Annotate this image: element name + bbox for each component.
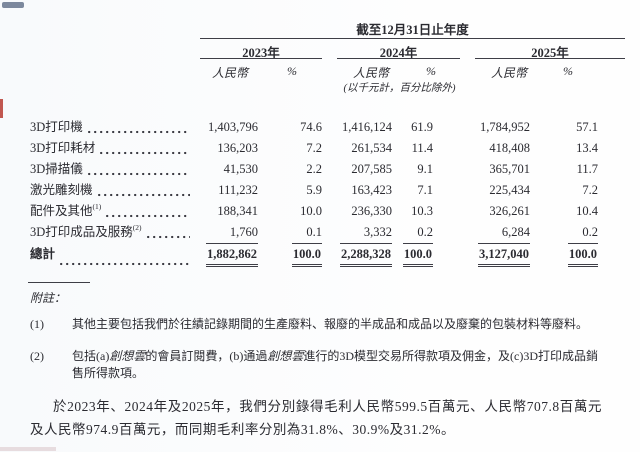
- table-row: 3D打印耗材 136,203 7.2 261,534 11.4 418,408 …: [0, 137, 640, 158]
- unit-note: (以千元計，百分比除外): [343, 83, 456, 94]
- row-label: 3D打印成品及服務(2): [30, 223, 142, 239]
- subheader-2025: 人民幣 %: [475, 64, 625, 81]
- cell-2023-percent: 74.6: [300, 120, 322, 134]
- year-2024-header: 2024年: [379, 46, 418, 60]
- row-label: 激光雕刻機: [30, 183, 93, 197]
- cell-2023-amount: 41,530: [223, 162, 258, 176]
- currency-label: 人民幣: [353, 66, 390, 80]
- cell-2024-amount: 1,416,124: [342, 120, 392, 134]
- cell-2023-percent: 7.2: [306, 141, 322, 155]
- dot-leader: [146, 235, 190, 239]
- notes-title: 附註：: [30, 291, 67, 305]
- notes-separator-rule: [28, 282, 90, 283]
- dot-leader: [60, 262, 190, 266]
- cell-2023-percent: 0.1: [306, 225, 322, 239]
- cell-2025-percent: 7.2: [582, 183, 598, 197]
- cell-2024-percent: 61.9: [411, 120, 433, 134]
- dot-leader: [87, 172, 190, 176]
- table-row: 激光雕刻機 111,232 5.9 163,423 7.1 225,434 7.…: [0, 179, 640, 200]
- cell-2025-percent: 10.4: [576, 204, 598, 218]
- year-2025-rule: [475, 58, 625, 59]
- dot-leader: [97, 193, 190, 197]
- total-2025-percent: 100.0: [530, 243, 598, 267]
- cell-2024-percent: 0.2: [417, 225, 433, 239]
- header-rule: [200, 38, 625, 39]
- cell-2024-percent: 10.3: [411, 204, 433, 218]
- row-label: 3D掃描儀: [30, 162, 83, 176]
- cell-2024-amount: 261,534: [351, 141, 392, 155]
- brand-name-italic: 創想雲: [109, 349, 146, 363]
- cell-2025-percent: 11.7: [576, 162, 598, 176]
- cell-2025-amount: 6,284: [501, 225, 530, 239]
- watermark-corner-artifact: [2, 2, 24, 8]
- footnote-text: 其他主要包括我們於往績記錄期間的生產廢料、報廢的半成品和成品以及廢棄的包裝材料等…: [72, 317, 589, 331]
- cell-2023-amount: 111,232: [218, 183, 258, 197]
- note-marker: (1): [92, 202, 102, 211]
- cell-2023-percent: 10.0: [300, 204, 322, 218]
- footnote-text: 包括(a)創想雲的會員訂閱費，(b)通過創想雲進行的3D模型交易所得款項及佣金，…: [72, 349, 599, 380]
- percent-label: %: [563, 64, 573, 78]
- year-2025-header: 2025年: [531, 46, 569, 60]
- subheader-2024: 人民幣 %: [337, 64, 460, 81]
- footnote-number: (1): [30, 317, 44, 331]
- cell-2025-percent: 0.2: [582, 225, 598, 239]
- cell-2023-percent: 2.2: [306, 162, 322, 176]
- cell-2023-percent: 5.9: [306, 183, 322, 197]
- year-2023-header: 2023年: [242, 46, 280, 60]
- cell-2025-amount: 1,784,952: [480, 120, 530, 134]
- cell-2024-amount: 163,423: [351, 183, 392, 197]
- cell-2023-amount: 188,341: [217, 204, 258, 218]
- cell-2023-amount: 1,760: [229, 225, 258, 239]
- row-label: 3D打印耗材: [30, 141, 96, 155]
- footnote-number: (2): [30, 349, 44, 363]
- cell-2024-amount: 236,330: [351, 204, 392, 218]
- total-2023-percent: 100.0: [258, 243, 322, 267]
- table-body: 3D打印機 1,403,796 74.6 1,416,124 61.9 1,78…: [0, 116, 640, 269]
- cell-2025-amount: 418,408: [489, 141, 530, 155]
- table-total-row: 總計 1,882,862 100.0 2,288,328 100.0 3,127…: [0, 243, 640, 269]
- total-label: 總計: [30, 247, 56, 261]
- dot-leader: [87, 130, 190, 134]
- brand-name-italic: 創想雲: [267, 349, 304, 363]
- footnote-1: (1) 其他主要包括我們於往績記錄期間的生產廢料、報廢的半成品和成品以及廢棄的包…: [30, 316, 600, 333]
- subheader-2023: 人民幣 %: [200, 64, 322, 81]
- table-row: 配件及其他(1) 188,341 10.0 236,330 10.3 326,2…: [0, 200, 640, 221]
- table-row: 3D打印成品及服務(2) 1,760 0.1 3,332 0.2 6,284 0…: [0, 221, 640, 242]
- row-label: 3D打印機: [30, 120, 83, 134]
- total-2025-amount: 3,127,040: [433, 243, 530, 267]
- cell-2024-percent: 7.1: [417, 183, 433, 197]
- watermark-red-artifact: [0, 99, 3, 118]
- row-label: 配件及其他(1): [30, 202, 102, 218]
- total-2023-amount: 1,882,862: [196, 243, 258, 267]
- gross-profit-paragraph: 於2023年、2024年及2025年，我們分別錄得毛利人民幣599.5百萬元、人…: [30, 399, 602, 437]
- watermark-bottom-artifact: [0, 447, 56, 451]
- cell-2025-amount: 365,701: [489, 162, 530, 176]
- percent-label: %: [426, 64, 436, 78]
- cell-2024-amount: 3,332: [363, 225, 392, 239]
- cell-2024-percent: 11.4: [411, 141, 433, 155]
- footnote-2: (2) 包括(a)創想雲的會員訂閱費，(b)通過創想雲進行的3D模型交易所得款項…: [30, 348, 600, 382]
- table-row: 3D掃描儀 41,530 2.2 207,585 9.1 365,701 11.…: [0, 158, 640, 179]
- table-row: 3D打印機 1,403,796 74.6 1,416,124 61.9 1,78…: [0, 116, 640, 137]
- year-2023-rule: [200, 58, 322, 59]
- year-2024-rule: [337, 58, 460, 59]
- table-period-title: 截至12月31日止年度: [356, 23, 469, 37]
- dot-leader: [100, 151, 190, 155]
- percent-label: %: [287, 64, 297, 78]
- currency-label: 人民幣: [491, 66, 528, 80]
- dot-leader: [106, 214, 190, 218]
- total-2024-percent: 100.0: [392, 243, 433, 267]
- cell-2025-percent: 57.1: [576, 120, 598, 134]
- cell-2024-percent: 9.1: [417, 162, 433, 176]
- cell-2023-amount: 136,203: [217, 141, 258, 155]
- cell-2025-amount: 326,261: [489, 204, 530, 218]
- currency-label: 人民幣: [212, 66, 249, 80]
- cell-2025-amount: 225,434: [489, 183, 530, 197]
- total-2024-amount: 2,288,328: [322, 243, 392, 267]
- cell-2024-amount: 207,585: [351, 162, 392, 176]
- cell-2025-percent: 13.4: [576, 141, 598, 155]
- cell-2023-amount: 1,403,796: [208, 120, 258, 134]
- note-marker: (2): [132, 223, 142, 232]
